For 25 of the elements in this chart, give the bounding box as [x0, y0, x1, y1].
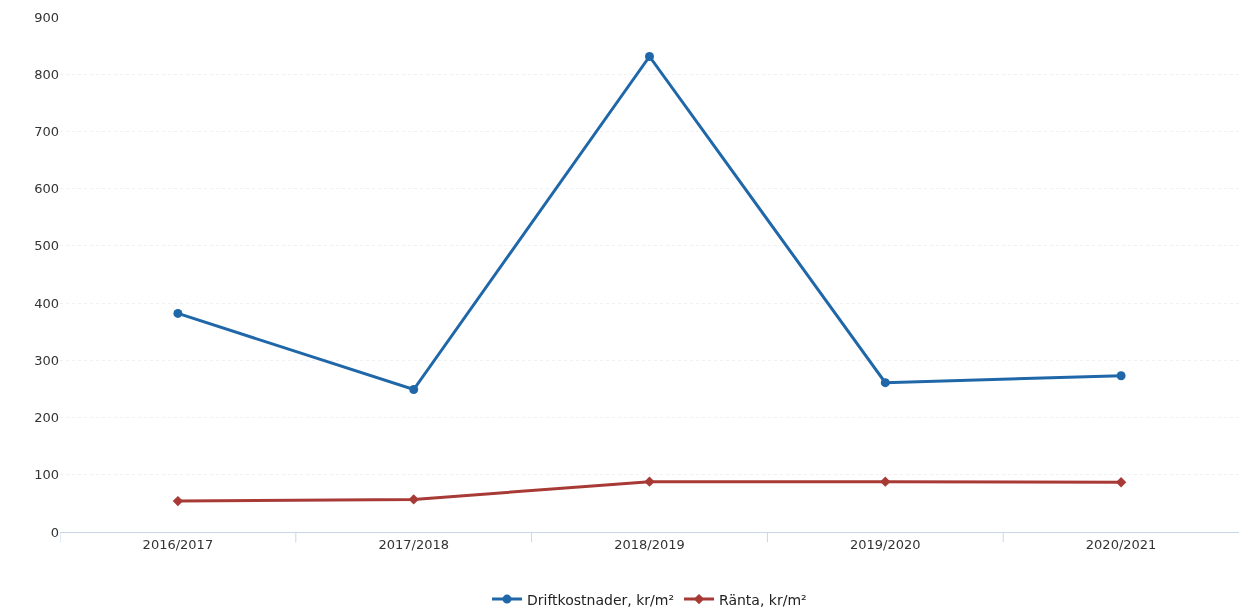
point: [644, 476, 655, 487]
y-tick-label: 800: [34, 66, 59, 82]
y-tick-label: 100: [34, 467, 59, 483]
y-tick-label: 400: [34, 295, 59, 311]
y-tick-label: 900: [34, 9, 59, 25]
y-tick-label: 700: [34, 123, 59, 139]
y-tick-label: 600: [34, 181, 59, 197]
x-tick-label: 2020/2021: [1085, 536, 1157, 552]
legend-label: Driftkostnader, kr/m²: [527, 591, 674, 608]
x-tick-label: 2019/2020: [850, 536, 921, 552]
legend-label: Ränta, kr/m²: [719, 591, 807, 608]
point: [408, 494, 419, 505]
x-tick-label: 2017/2018: [378, 536, 449, 552]
x-tick-label: 2016/2017: [142, 536, 214, 552]
y-tick-label: 500: [34, 238, 59, 254]
point: [880, 378, 890, 388]
point: [880, 476, 891, 487]
x-tick-label: 2018/2019: [614, 536, 685, 552]
point: [645, 51, 654, 61]
point: [409, 385, 419, 395]
y-tick-label: 0: [50, 524, 59, 540]
point: [173, 308, 183, 318]
point: [1116, 371, 1126, 381]
y-tick-label: 200: [34, 410, 59, 426]
y-tick-label: 300: [34, 352, 59, 368]
